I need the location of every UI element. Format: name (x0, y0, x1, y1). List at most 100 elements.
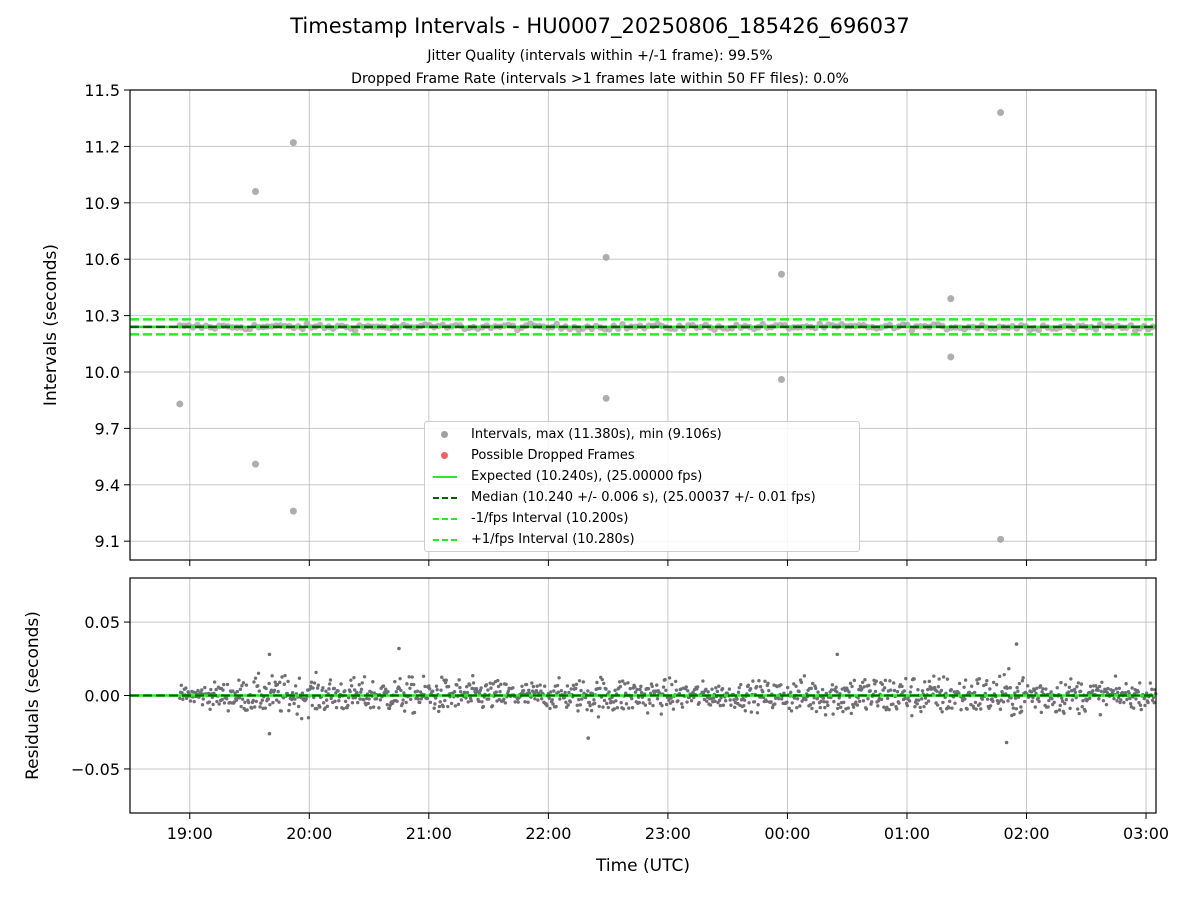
residual-point-252 (368, 706, 373, 710)
residual-point-0 (178, 696, 182, 700)
residual-point-595 (628, 686, 632, 691)
residual-point-619 (646, 687, 651, 691)
residual-point-528 (577, 679, 582, 683)
residual-point-185 (318, 705, 322, 709)
residual-point-990 (927, 679, 931, 684)
residual-point-1203 (1088, 684, 1093, 689)
residual-point-798 (782, 691, 786, 695)
residual-point-359 (449, 701, 454, 706)
residual-point-447 (516, 700, 520, 704)
residual-point-99 (253, 705, 257, 709)
residual-point-1202 (1088, 696, 1092, 700)
residual-point-840 (814, 686, 818, 691)
residual-point-490 (549, 690, 553, 694)
residual-point-767 (758, 684, 763, 689)
residual-point-131 (277, 700, 281, 704)
residual-point-695 (704, 687, 708, 692)
residual-point-1107 (1016, 689, 1020, 693)
residual-point-368 (456, 702, 461, 707)
residual-point-310 (412, 710, 417, 715)
legend-symbol-intervals (441, 431, 448, 438)
residual-point-1043 (967, 690, 972, 695)
residual-point-602 (633, 690, 638, 694)
residual-point-1113 (1020, 679, 1025, 683)
residual-point-1005 (938, 706, 943, 711)
residual-point-1112 (1019, 709, 1024, 713)
residual-point-434 (506, 689, 511, 693)
residual-point-172 (308, 687, 312, 691)
interval-outlier-4 (289, 507, 297, 515)
residual-point-583 (619, 700, 623, 705)
residual-point-1132 (1035, 686, 1039, 690)
legend-entry-expected: Expected (10.240s), (25.00000 fps) (425, 467, 859, 487)
residual-point-736 (735, 697, 739, 701)
residual-point-721 (723, 698, 728, 703)
residual-point-1116 (1022, 699, 1027, 704)
residual-point-574 (612, 707, 617, 711)
residual-point-1138 (1039, 710, 1044, 715)
residual-point-533 (581, 680, 586, 684)
residual-point-1176 (1068, 706, 1072, 711)
residual-point-1139 (1040, 690, 1044, 694)
residual-point-890 (851, 705, 856, 709)
residual-point-970 (912, 677, 916, 681)
residual-point-265 (378, 698, 383, 702)
residual-point-492 (550, 698, 554, 702)
residual-point-1250 (1124, 682, 1128, 686)
residual-point-380 (465, 690, 470, 695)
residual-point-454 (521, 688, 526, 693)
residual-point-1174 (1066, 690, 1071, 694)
residual-point-346 (440, 675, 444, 679)
residual-point-873 (839, 705, 843, 709)
residual-point-371 (458, 689, 463, 694)
residual-point-928 (880, 682, 885, 687)
residual-point-1275 (1143, 703, 1147, 708)
residual-point-763 (755, 711, 760, 715)
y-tick-label-0-8: 11.5 (84, 81, 120, 100)
residual-point-1255 (1128, 696, 1132, 701)
residual-point-937 (887, 707, 891, 712)
residual-point-712 (717, 684, 721, 688)
residual-point-372 (459, 698, 464, 702)
residual-point-1242 (1118, 700, 1122, 705)
y-tick-label-0-5: 10.6 (84, 250, 120, 269)
residual-point-1029 (957, 691, 961, 695)
residual-point-287 (395, 699, 399, 703)
residual-point-1067 (985, 697, 990, 701)
residual-point-476 (538, 683, 542, 687)
residual-point-1169 (1063, 701, 1067, 706)
residual-point-745 (742, 704, 746, 708)
interval-outlier-1 (252, 188, 260, 196)
residual-point-738 (736, 690, 741, 695)
residual-point-149 (290, 691, 295, 695)
residual-point-1082 (997, 700, 1001, 704)
residual-point-581 (617, 680, 622, 684)
residual-point-871 (837, 696, 841, 700)
legend-entry-intervals: Intervals, max (11.380s), min (9.106s) (425, 425, 859, 445)
legend-label-lower-bound: -1/fps Interval (10.200s) (471, 511, 629, 526)
residual-point-107 (259, 701, 263, 705)
residual-point-850 (821, 696, 825, 700)
residual-point-1159 (1055, 686, 1059, 690)
chart-subtitle-jitter: Jitter Quality (intervals within +/-1 fr… (427, 48, 773, 64)
interval-outlier-10 (947, 353, 955, 361)
residual-point-647 (667, 676, 672, 680)
residual-point-576 (614, 699, 618, 703)
residual-point-49 (215, 699, 219, 704)
residual-point-1220 (1101, 698, 1106, 703)
residual-point-899 (858, 684, 863, 689)
residual-point-777 (766, 681, 770, 686)
residual-point-786 (773, 702, 777, 706)
residual-point-523 (574, 686, 578, 691)
residual-point-489 (548, 706, 552, 711)
residual-point-1012 (944, 691, 948, 696)
residual-point-555 (598, 686, 602, 691)
residual-point-64 (226, 709, 230, 713)
residual-point-903 (861, 699, 866, 703)
residual-point-834 (809, 686, 813, 691)
residual-point-964 (907, 699, 912, 703)
residual-point-129 (275, 682, 280, 687)
residual-point-369 (457, 678, 461, 682)
residual-point-343 (437, 704, 442, 709)
residual-point-143 (286, 679, 290, 684)
